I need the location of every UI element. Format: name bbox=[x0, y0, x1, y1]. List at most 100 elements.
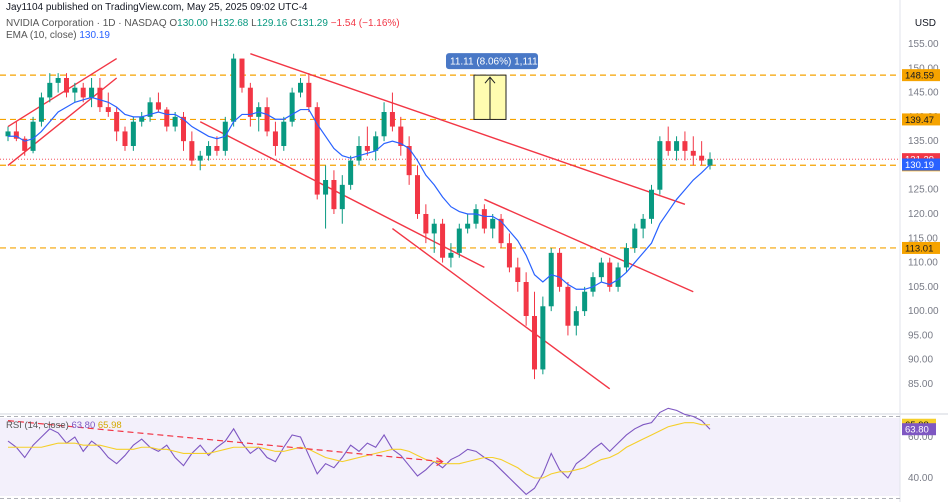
candle-body bbox=[665, 141, 671, 151]
candle-body bbox=[623, 248, 629, 268]
rsi-line bbox=[7, 407, 711, 496]
candle-body bbox=[398, 126, 404, 146]
candle-body bbox=[373, 136, 379, 151]
candle-body bbox=[13, 131, 19, 139]
measure-label-box bbox=[446, 53, 538, 70]
ema-label[interactable]: EMA (10, close) bbox=[6, 30, 77, 41]
candle-body bbox=[122, 131, 128, 146]
candle-body bbox=[247, 87, 253, 117]
candle-body bbox=[189, 141, 195, 161]
candle-body bbox=[348, 160, 354, 185]
candle-body bbox=[63, 78, 70, 93]
rsi-value-label: 63.80 bbox=[905, 425, 929, 436]
rsi-divergence-arrowhead bbox=[436, 457, 444, 467]
trendline[interactable] bbox=[484, 198, 694, 293]
price-tick-label: 90.00 bbox=[908, 355, 933, 366]
price-tick-label: 150.00 bbox=[908, 63, 939, 74]
candle-body bbox=[364, 146, 370, 151]
change-value: −1.54 (−1.16%) bbox=[330, 18, 400, 29]
candle-body bbox=[690, 150, 696, 156]
candle-body bbox=[573, 311, 579, 326]
close-value: 131.29 bbox=[297, 18, 328, 29]
candle-body bbox=[565, 286, 571, 326]
low-value: 129.16 bbox=[256, 18, 288, 29]
currency-label[interactable]: USD bbox=[914, 18, 936, 29]
candle-body bbox=[339, 184, 345, 210]
ema-price-tag bbox=[902, 158, 940, 171]
candle-body bbox=[331, 180, 337, 210]
candle-body bbox=[89, 87, 95, 98]
rsi-tick-label: 60.00 bbox=[908, 432, 933, 443]
candle-body bbox=[80, 87, 86, 98]
candle-body bbox=[440, 223, 446, 258]
candle-body bbox=[55, 78, 61, 83]
candle-body bbox=[607, 262, 613, 287]
candle-body bbox=[130, 121, 136, 146]
candle-body bbox=[306, 82, 312, 108]
candle-body bbox=[180, 116, 187, 142]
rsi-pane-background bbox=[0, 418, 900, 496]
price-tick-label: 100.00 bbox=[908, 306, 939, 317]
trendline[interactable] bbox=[250, 53, 686, 205]
low-label: L bbox=[251, 18, 257, 29]
candle-body bbox=[414, 175, 421, 214]
rsi-tick-label: 40.00 bbox=[908, 473, 933, 484]
rsi-title[interactable]: RSI (14, close) 63.80 65.98 bbox=[6, 420, 122, 431]
close-label: C bbox=[290, 18, 298, 29]
trendline[interactable] bbox=[392, 228, 611, 390]
candle-body bbox=[30, 121, 36, 151]
candle-body bbox=[155, 102, 161, 110]
trendline[interactable] bbox=[7, 57, 118, 128]
candle-body bbox=[523, 282, 529, 316]
candle-body bbox=[105, 107, 111, 112]
candle-body bbox=[114, 112, 120, 132]
candle-body bbox=[389, 112, 395, 127]
rsi-divergence-line[interactable] bbox=[7, 420, 443, 463]
candle-body bbox=[590, 277, 596, 292]
level-price-label: 113.01 bbox=[905, 243, 933, 254]
level-price-tag bbox=[902, 241, 940, 254]
candle-body bbox=[674, 141, 680, 151]
candle-body bbox=[515, 267, 521, 282]
ema-price-label: 130.19 bbox=[905, 160, 934, 171]
candle-body bbox=[5, 131, 11, 137]
candle-body bbox=[323, 180, 329, 195]
candle-body bbox=[540, 306, 546, 370]
price-tick-label: 155.00 bbox=[908, 39, 939, 50]
candle-body bbox=[38, 97, 44, 122]
candle-body bbox=[448, 252, 454, 258]
candle-body bbox=[682, 141, 688, 151]
publisher-line: Jay1104 published on TradingView.com, Ma… bbox=[6, 2, 307, 13]
candle-body bbox=[272, 131, 278, 146]
candle-body bbox=[582, 291, 588, 312]
price-tick-label: 120.00 bbox=[908, 209, 939, 220]
candle-body bbox=[264, 107, 270, 132]
candle-body bbox=[172, 116, 178, 127]
symbol-name[interactable]: NVIDIA Corporation · 1D · NASDAQ bbox=[6, 18, 167, 29]
candle-body bbox=[707, 159, 713, 166]
price-tick-label: 105.00 bbox=[908, 282, 939, 293]
candle-body bbox=[490, 218, 496, 229]
candle-body bbox=[431, 223, 437, 234]
high-value: 132.68 bbox=[217, 18, 249, 29]
candle-body bbox=[289, 92, 295, 122]
candle-body bbox=[406, 146, 412, 176]
candle-body bbox=[481, 209, 487, 229]
price-tick-label: 95.00 bbox=[908, 330, 933, 341]
candle-body bbox=[456, 228, 462, 253]
candle-body bbox=[147, 102, 153, 117]
candle-body bbox=[281, 121, 287, 146]
candle-body bbox=[531, 316, 538, 370]
candle-body bbox=[97, 87, 103, 108]
candle-body bbox=[506, 243, 512, 268]
open-value: 130.00 bbox=[177, 18, 208, 29]
candle-body bbox=[423, 214, 429, 234]
ema-value: 130.19 bbox=[79, 30, 110, 41]
candle-body bbox=[473, 209, 479, 224]
candle-body bbox=[72, 87, 78, 93]
price-tick-label: 85.00 bbox=[908, 379, 933, 390]
candle-body bbox=[498, 218, 504, 244]
measure-label-text: 11.11 (8.06%) 1,111 bbox=[450, 57, 538, 68]
candle-body bbox=[356, 146, 362, 161]
